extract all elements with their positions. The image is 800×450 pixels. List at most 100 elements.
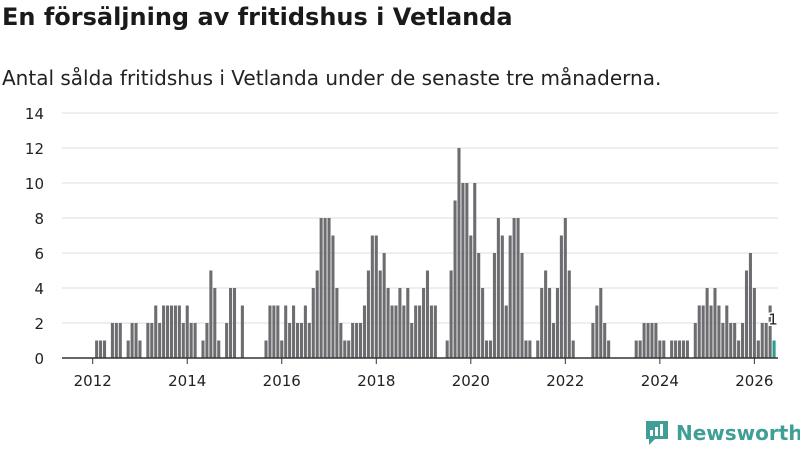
bar [449,270,453,358]
bar [185,305,189,358]
y-tick-label: 10 [25,175,44,193]
bar [422,288,426,358]
bar [319,218,323,358]
x-tick-label: 2012 [74,372,112,390]
bar [339,323,343,358]
x-tick-label: 2018 [357,372,395,390]
bar [154,305,158,358]
bar [303,305,307,358]
bar [662,340,666,358]
bar [571,340,575,358]
bar [713,288,717,358]
bar [544,270,548,358]
bar [374,235,378,358]
bar [189,323,193,358]
y-tick-label: 14 [25,105,44,123]
bar [331,235,335,358]
bar [158,323,162,358]
bar [114,323,118,358]
bar [721,323,725,358]
bar [559,235,563,358]
bar [213,288,217,358]
bar [741,323,745,358]
x-tick-label: 2022 [546,372,584,390]
bar [355,323,359,358]
bar [697,305,701,358]
bar [402,305,406,358]
bar [358,323,363,358]
bar [103,340,107,358]
y-tick-label: 2 [34,315,44,333]
bar [681,340,686,358]
bar [134,323,138,358]
bar [418,305,422,358]
bar [138,340,142,358]
x-tick-label: 2020 [452,372,490,390]
bar [524,340,528,358]
bar [492,253,496,358]
bar [634,340,638,358]
bar [162,305,166,358]
bar [169,305,174,358]
bar [177,305,181,358]
bar [551,323,556,358]
x-tick-label: 2016 [263,372,301,390]
bar [351,323,355,358]
bar [473,183,477,358]
bar [390,305,394,358]
x-tick-label: 2014 [168,372,206,390]
bar [343,340,347,358]
bar [717,305,721,358]
bar [272,305,276,358]
bar [760,323,764,358]
bar [410,323,414,358]
bar [536,340,540,358]
bar [500,235,504,358]
bar [457,148,461,358]
bar [654,323,658,358]
bar [264,340,268,358]
bar [232,288,237,358]
bar [406,288,410,358]
bar [729,323,733,358]
newsworthy-logo-icon [646,421,668,445]
bar [670,340,674,358]
bar [709,305,713,358]
bar [382,253,386,358]
brand-name: Newsworthy [676,421,800,445]
bar [453,200,457,358]
bar [701,305,705,358]
bar [764,323,768,358]
bar [166,305,170,358]
bar [461,183,465,358]
bar [193,323,197,358]
bar [146,323,150,358]
bar [209,270,213,358]
bar [307,323,311,358]
bar [737,340,741,358]
bar [315,270,319,358]
bar [595,305,599,358]
bar [465,183,469,358]
bar [378,270,382,358]
bar [284,305,288,358]
bar [512,218,516,358]
bar [288,323,292,358]
bar [276,305,280,358]
bar [674,340,678,358]
bar [130,323,134,358]
bar [386,288,390,358]
newsworthy-brand[interactable]: Newsworthy [644,419,800,447]
bar [398,288,402,358]
chart-title: En försäljning av fritidshus i Vetlanda [2,3,513,31]
bar [485,340,489,358]
bar [327,218,331,358]
bar [752,288,756,358]
last-value-label: 1 [768,311,778,329]
bar [118,323,122,358]
bar [733,323,737,358]
bar [748,253,752,358]
bar [217,340,221,358]
x-tick-label: 2026 [735,372,773,390]
bar [516,218,520,358]
